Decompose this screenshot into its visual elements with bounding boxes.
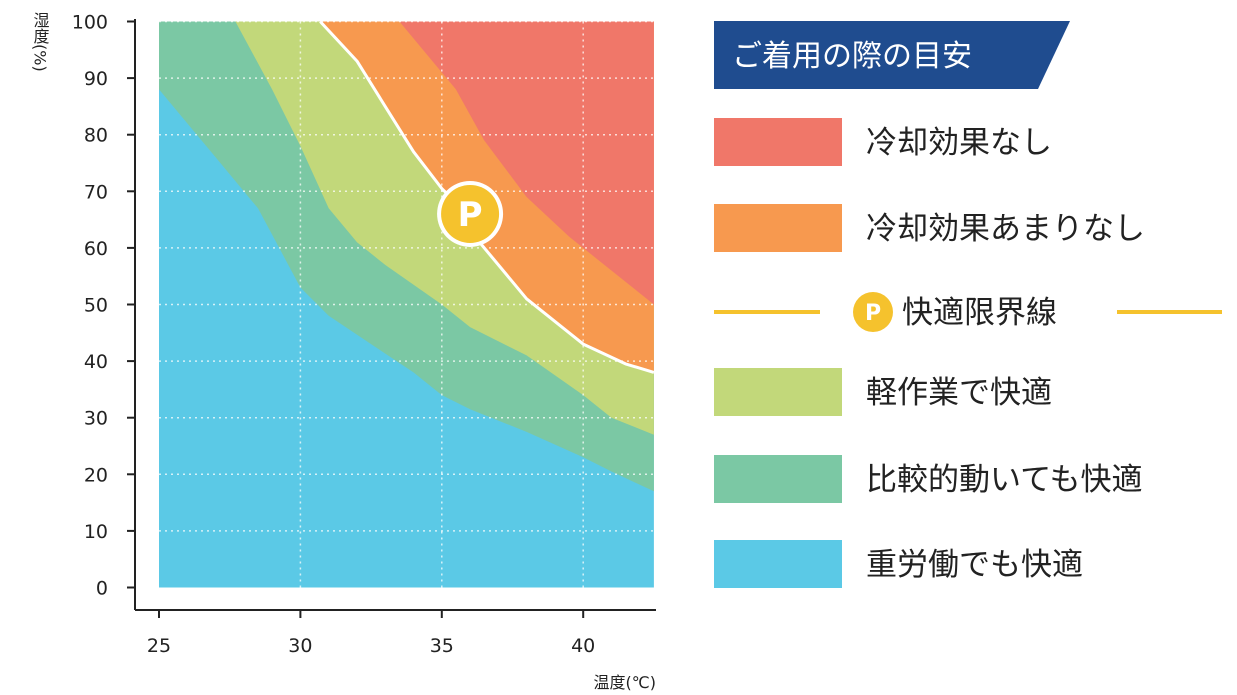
legend-label: 冷却効果あまりなし: [866, 211, 1145, 247]
x-tick-labels: 25 30 35 40: [147, 610, 595, 657]
legend-swatch: [714, 540, 842, 588]
axes: [134, 19, 656, 611]
legend-swatch: [714, 455, 842, 503]
y-tick-label: 0: [96, 578, 108, 600]
legend-header-title: ご着用の際の目安: [732, 39, 972, 74]
y-tick-label: 50: [84, 295, 108, 317]
y-tick-label: 100: [72, 12, 108, 34]
y-tick-label: 10: [84, 521, 108, 543]
legend-p-icon: [853, 292, 893, 332]
y-tick-label: 20: [84, 464, 108, 486]
legend-label: 快適限界線: [902, 295, 1057, 331]
legend-header-background: [714, 21, 1070, 89]
x-tick-label: 25: [147, 635, 171, 657]
legend-swatch: [714, 204, 842, 252]
legend-label: 軽作業で快適: [866, 375, 1052, 411]
zone-area: [399, 21, 654, 305]
x-tick-label: 40: [571, 635, 595, 657]
y-tick-label: 60: [84, 238, 108, 260]
comfort-marker: P: [437, 180, 504, 247]
legend-label: 比較的動いても快適: [866, 462, 1143, 498]
comfort-marker-label: P: [458, 195, 483, 235]
y-tick-label: 90: [84, 68, 108, 90]
legend-swatch: [714, 368, 842, 416]
grid-lines: [159, 20, 654, 588]
y-tick-label: 80: [84, 125, 108, 147]
comfort-marker-circle: [441, 184, 500, 243]
x-tick-label: 35: [430, 635, 454, 657]
y-tick-labels: 0 10 20 30 40 50 60 70 80 90 100: [72, 12, 135, 600]
legend-label: 重労働でも快適: [866, 547, 1083, 583]
y-tick-label: 40: [84, 351, 108, 373]
legend-label: 冷却効果なし: [866, 125, 1052, 161]
y-tick-label: 70: [84, 181, 108, 203]
y-axis-title: 湿度(%): [31, 12, 50, 72]
legend-p-label: P: [865, 301, 881, 326]
x-axis-title: 温度(℃): [594, 673, 656, 692]
legend-swatch: [714, 118, 842, 166]
x-tick-label: 30: [288, 635, 312, 657]
y-tick-label: 30: [84, 408, 108, 430]
